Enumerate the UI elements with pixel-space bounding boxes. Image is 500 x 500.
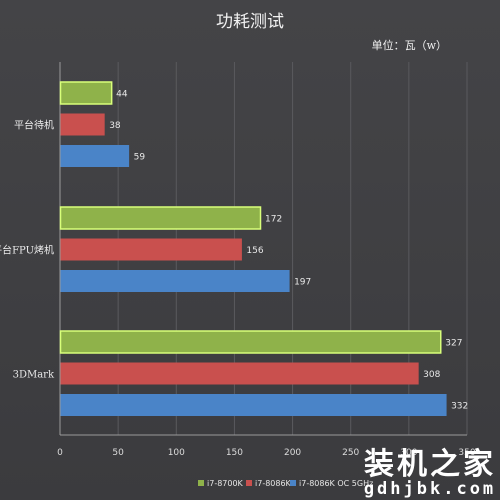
watermark: 装机之家 gdhjbk.com [364,447,496,499]
bar-1-2 [59,206,262,230]
data-label: 332 [451,402,468,412]
x-axis-tick-labels: 0 50 100 150 200 250 300 350 [57,448,476,458]
bar-2-1 [60,113,105,136]
category-label: 3DMark [13,370,55,381]
grid-lines [59,62,468,436]
x-tick-label: 150 [226,448,243,458]
x-tick-label: 50 [112,448,124,458]
watermark-main: 装机之家 [364,447,496,482]
x-tick-label: 200 [284,448,301,458]
bar-2-2 [60,238,242,261]
category-label: 平台FPU烤机 [0,244,54,257]
bar-1-3 [59,330,442,354]
x-tick-label: 250 [342,448,359,458]
data-label: 327 [445,339,462,349]
legend-label: i7-8086K [255,479,292,488]
x-tick-label: 0 [57,448,63,458]
bars [59,81,447,416]
unit-label: 单位：瓦（w） [372,38,447,52]
category-labels: 平台待机平台FPU烤机 3DMark [0,119,55,381]
category-label: 平台待机 [14,119,54,132]
legend-swatch [198,480,204,486]
data-label: 44 [116,90,128,100]
legend-swatch [290,480,296,486]
legend-swatch [246,480,252,486]
bar-1-1 [59,81,113,105]
legend-label: i7-8086K OC 5GHz [299,479,373,488]
bar-2-3 [60,362,419,385]
chart-title: 功耗测试 [216,12,284,32]
data-label: 197 [294,278,311,288]
x-tick-label: 300 [400,448,417,458]
data-label: 156 [246,246,263,256]
x-tick-label: 100 [168,448,185,458]
data-label: 59 [134,153,146,163]
bar-3-1 [60,145,130,167]
x-tick-label: 350 [458,448,475,458]
data-label: 308 [423,370,440,380]
data-labels: 44 38 59 172 156 197 327 308 332 [109,90,468,412]
bar-3-3 [60,394,447,416]
bar-3-2 [60,270,290,292]
watermark-sub: gdhjbk.com [364,479,496,499]
data-label: 172 [265,215,282,225]
data-label: 38 [109,121,121,131]
legend: i7-8700K i7-8086K i7-8086K OC 5GHz [198,479,373,488]
legend-label: i7-8700K [207,479,244,488]
